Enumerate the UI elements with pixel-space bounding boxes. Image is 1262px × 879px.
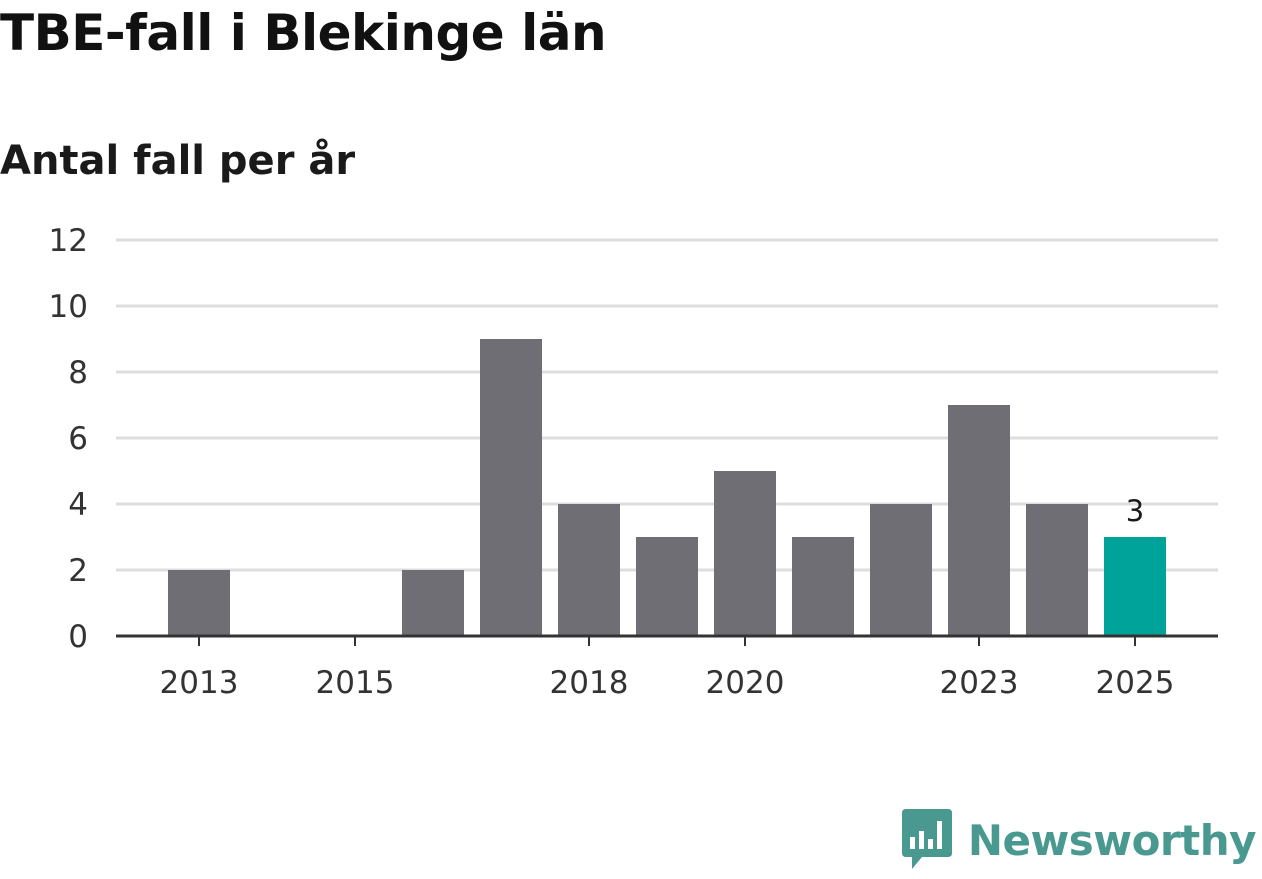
x-tick-label: 2020 <box>706 665 785 701</box>
x-tick-label: 2018 <box>550 665 629 701</box>
bar-2013 <box>168 570 230 636</box>
bars <box>168 339 1166 636</box>
x-tick-label: 2023 <box>940 665 1019 701</box>
x-axis-labels: 2013 2015 2018 2020 2023 2025 <box>160 665 1175 701</box>
bar-2020 <box>714 471 776 636</box>
y-tick-label: 4 <box>68 487 88 523</box>
x-tick-label: 2015 <box>316 665 395 701</box>
bar-2019 <box>636 537 698 636</box>
y-tick-label: 2 <box>68 553 88 589</box>
bar-2023 <box>948 405 1010 636</box>
bar-2025 <box>1104 537 1166 636</box>
brand-name: Newsworthy <box>967 815 1257 865</box>
y-axis-labels: 0 2 4 6 8 10 12 <box>49 223 88 655</box>
y-tick-label: 6 <box>68 421 88 457</box>
chart-subtitle: Antal fall per år <box>0 138 356 184</box>
chart-title: TBE-fall i Blekinge län <box>0 4 607 62</box>
data-label: 3 <box>1126 494 1144 528</box>
bar-2021 <box>792 537 854 636</box>
bar-chart: 0 2 4 6 8 10 12 2013 2015 2018 2020 2023 2025 3 <box>49 223 1218 701</box>
data-labels: 3 <box>1126 494 1144 528</box>
brand-logo: Newsworthy <box>901 809 1257 871</box>
newsworthy-logo-icon <box>901 809 952 869</box>
x-axis <box>116 634 1218 646</box>
bar-2024 <box>1026 504 1088 636</box>
bar-2017 <box>480 339 542 636</box>
x-tick-label: 2025 <box>1096 665 1175 701</box>
y-tick-label: 12 <box>49 223 88 259</box>
y-tick-label: 8 <box>68 355 88 391</box>
bar-2018 <box>558 504 620 636</box>
bar-2016 <box>402 570 464 636</box>
x-tick-label: 2013 <box>160 665 239 701</box>
bar-2022 <box>870 504 932 636</box>
y-tick-label: 0 <box>68 619 88 655</box>
y-tick-label: 10 <box>49 289 88 325</box>
